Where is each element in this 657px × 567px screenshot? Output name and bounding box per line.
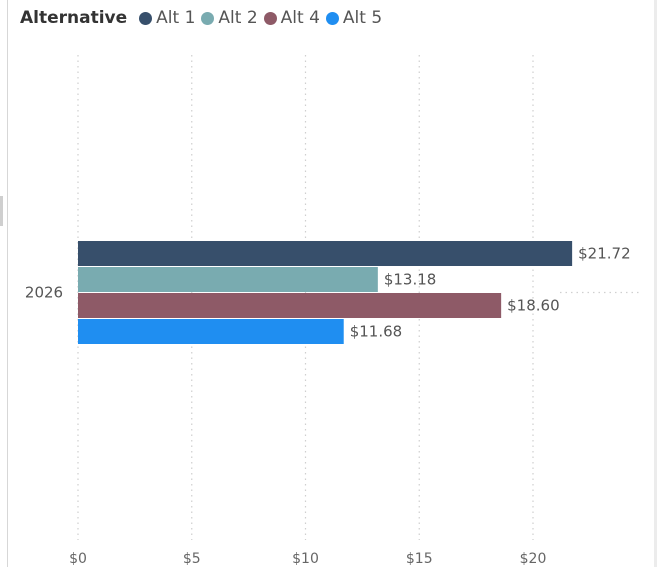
bar-alt-1[interactable]: [78, 241, 573, 266]
x-axis: $0 $5 $10 $15 $20: [69, 551, 546, 567]
x-tick-label: $0: [69, 551, 87, 567]
legend-label: Alt 1: [156, 8, 196, 28]
chart-legend: Alternative Alt 1 Alt 2 Alt 4 Alt 5: [20, 5, 388, 31]
x-tick-label: $10: [292, 551, 319, 567]
legend-label: Alt 2: [218, 8, 258, 28]
legend-marker-icon: [201, 11, 215, 25]
bar-alt-2[interactable]: [78, 267, 378, 292]
category-axis: 2026: [25, 284, 63, 302]
x-tick-label: $20: [520, 551, 547, 567]
category-label: 2026: [25, 284, 63, 302]
right-panel-border: [654, 0, 657, 567]
legend-label: Alt 4: [280, 8, 320, 28]
legend-label: Alt 5: [342, 8, 383, 28]
x-tick-label: $5: [183, 551, 201, 567]
data-label: $11.68: [350, 323, 403, 341]
data-labels: $21.72 $13.18 $18.60 $11.68: [350, 245, 631, 341]
legend-item-alt-2[interactable]: Alt 2: [201, 8, 258, 28]
data-label: $13.18: [384, 271, 437, 289]
left-panel-border: [0, 0, 8, 567]
legend-title: Alternative: [20, 8, 128, 28]
data-label: $21.72: [578, 245, 631, 263]
legend-marker-icon: [263, 11, 277, 25]
legend-marker-icon: [139, 11, 153, 25]
bar-alt-5[interactable]: [78, 319, 344, 344]
bar-alt-4[interactable]: [78, 293, 502, 318]
data-label: $18.60: [507, 297, 560, 315]
legend-item-alt-4[interactable]: Alt 4: [263, 8, 320, 28]
legend-marker-icon: [325, 11, 339, 25]
legend-item-alt-5[interactable]: Alt 5: [325, 8, 383, 28]
x-tick-label: $15: [406, 551, 433, 567]
legend-item-alt-1[interactable]: Alt 1: [139, 8, 195, 28]
bars: [78, 241, 573, 344]
resize-handle[interactable]: [0, 196, 3, 226]
